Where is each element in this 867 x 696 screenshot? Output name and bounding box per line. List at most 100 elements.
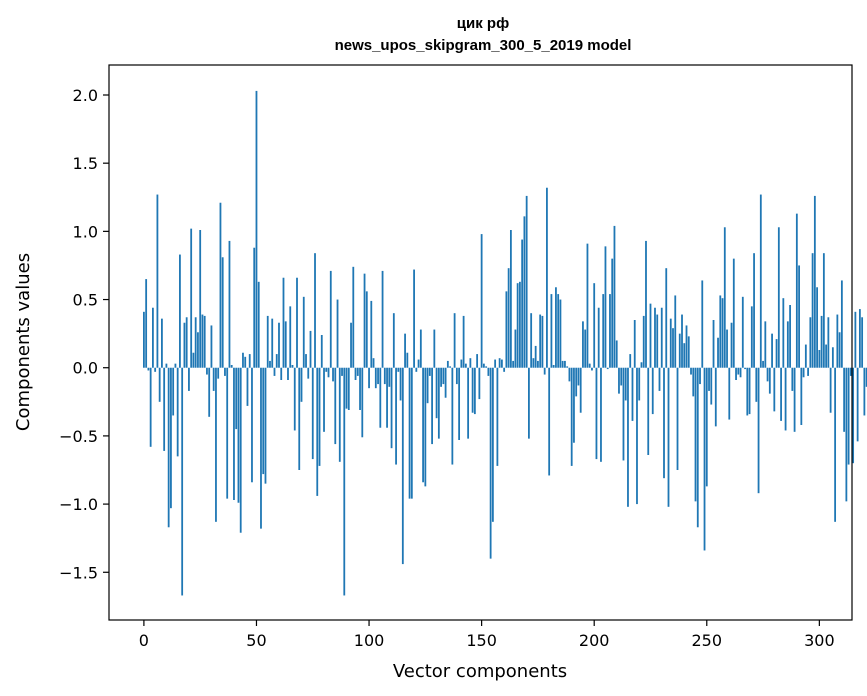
bar <box>723 227 726 368</box>
bar <box>284 321 287 368</box>
bar <box>557 294 560 368</box>
bar <box>757 367 760 494</box>
bar <box>404 333 406 368</box>
bar <box>446 360 449 368</box>
bar <box>577 367 580 386</box>
bar <box>509 230 512 368</box>
bar <box>352 266 355 368</box>
bar <box>327 367 330 378</box>
bar <box>237 367 240 503</box>
bar <box>827 317 830 368</box>
bar <box>399 367 402 401</box>
bar <box>768 367 771 394</box>
bar <box>512 360 515 368</box>
bar <box>539 314 542 368</box>
bar <box>462 315 465 368</box>
bar <box>221 257 224 368</box>
bar <box>732 258 735 368</box>
bar <box>318 367 321 466</box>
bar <box>667 367 670 507</box>
bar <box>320 335 323 368</box>
bar <box>406 352 409 368</box>
bar <box>606 367 609 370</box>
bar <box>381 270 384 368</box>
bar <box>442 367 445 385</box>
bar <box>332 367 334 382</box>
bar <box>370 300 373 368</box>
y-axis-ticks: −1.5 −1.0 −0.5 0.0 0.5 1.0 1.5 2.0 <box>59 86 109 582</box>
bar <box>564 360 566 368</box>
bar <box>194 317 197 368</box>
bar <box>296 277 298 368</box>
bar <box>287 367 289 380</box>
bar <box>636 367 638 505</box>
bar <box>143 311 145 368</box>
bar <box>248 354 251 368</box>
bar <box>323 367 325 432</box>
bar <box>424 367 427 487</box>
bar <box>649 303 652 368</box>
bar <box>552 365 555 368</box>
bar <box>708 367 710 391</box>
bar <box>482 363 485 368</box>
bar <box>780 367 782 421</box>
bar <box>185 317 188 368</box>
bar <box>645 240 647 368</box>
bar <box>165 363 168 368</box>
bar <box>156 194 159 368</box>
x-tick-label: 0 <box>139 631 149 650</box>
bar <box>573 367 575 443</box>
bar <box>726 329 728 368</box>
bar <box>244 356 247 368</box>
bar <box>435 367 438 419</box>
bar <box>822 253 825 368</box>
bar <box>798 265 800 368</box>
x-tick-label: 150 <box>466 631 497 650</box>
bar <box>392 313 395 368</box>
bar <box>212 367 215 391</box>
bar <box>687 336 690 368</box>
bar <box>170 367 172 509</box>
bar <box>176 367 179 457</box>
bar <box>422 367 424 483</box>
bar <box>514 329 517 368</box>
bar <box>804 344 807 368</box>
bar <box>663 367 665 479</box>
bar <box>705 367 708 487</box>
bar <box>719 295 722 368</box>
bar <box>471 367 474 413</box>
bar <box>253 247 256 368</box>
bar <box>302 296 305 368</box>
bar <box>451 367 454 465</box>
bar <box>417 359 420 368</box>
bar <box>377 367 379 385</box>
bar <box>748 367 751 415</box>
bar <box>834 367 837 522</box>
bar <box>618 367 620 394</box>
bar <box>397 367 400 372</box>
x-tick-label: 50 <box>246 631 266 650</box>
bar <box>782 298 785 368</box>
x-axis-ticks: 0 50 100 150 200 250 300 <box>139 620 835 650</box>
bar <box>503 367 506 372</box>
bar <box>145 279 148 368</box>
bar <box>717 337 719 368</box>
bar <box>300 367 303 402</box>
bar <box>710 367 713 405</box>
bar <box>865 367 867 387</box>
bar <box>622 367 625 461</box>
x-tick-label: 200 <box>579 631 610 650</box>
bar <box>627 367 629 507</box>
bar <box>460 359 463 368</box>
bar <box>624 367 627 401</box>
bar <box>464 363 467 368</box>
bar <box>647 367 650 455</box>
bar <box>199 230 202 368</box>
bar <box>325 367 328 372</box>
bar <box>550 294 553 368</box>
bar <box>534 345 537 368</box>
bar <box>525 195 528 368</box>
bar <box>507 268 510 368</box>
bar <box>523 216 526 368</box>
